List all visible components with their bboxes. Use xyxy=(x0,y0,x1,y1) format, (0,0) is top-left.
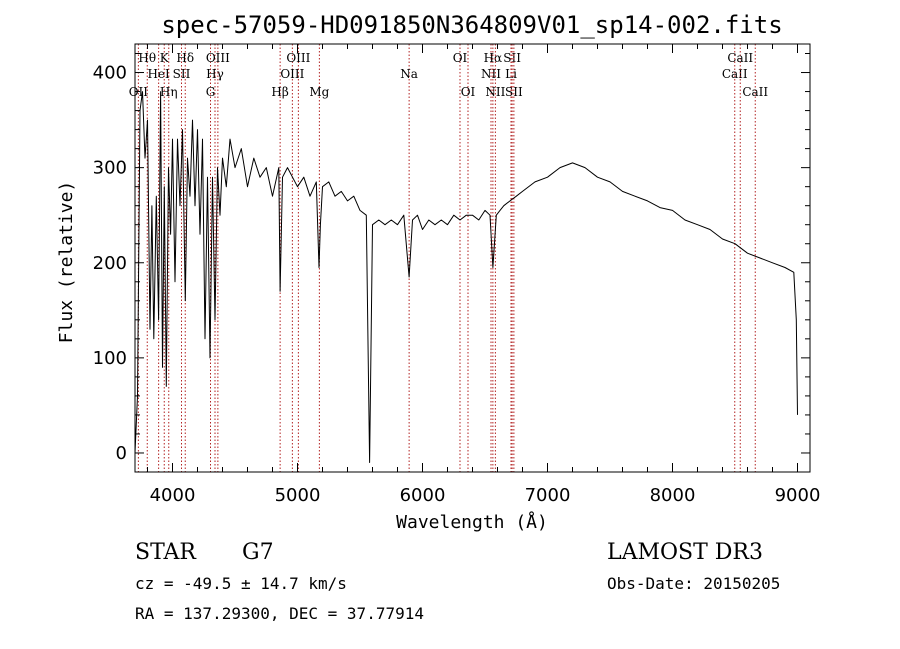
line-marker-label-21: SII xyxy=(503,51,521,65)
line-marker-label-16: OI xyxy=(461,85,476,99)
spectrum-series xyxy=(134,91,798,463)
axis-ticks: 4000 5000 6000 7000 8000 9000 0 100 200 300 400 xyxy=(93,44,821,506)
line-marker-label-18: Hα xyxy=(484,51,503,65)
line-marker-label-13: Mg xyxy=(309,85,329,99)
obs-date: Obs-Date: 20150205 xyxy=(607,574,780,593)
line-marker-label-5: SII xyxy=(173,67,191,81)
x-tick-label-0: 4000 xyxy=(150,485,196,506)
line-marker-label-22: SII xyxy=(505,85,523,99)
line-marker-label-6: Hδ xyxy=(176,51,194,65)
y-tick-label-3: 300 xyxy=(93,158,127,179)
line-marker-label-3: K xyxy=(160,51,170,65)
line-markers: OIIHθHeIKHηSIIHδGHγOIIIHβOIIIOIIIMgNaOIO… xyxy=(129,44,768,472)
y-tick-label-1: 100 xyxy=(93,348,127,369)
line-marker-label-1: Hθ xyxy=(138,51,156,65)
line-marker-label-4: Hη xyxy=(160,85,178,99)
y-tick-label-2: 200 xyxy=(93,253,127,274)
survey-name: LAMOST DR3 xyxy=(607,540,763,565)
line-marker-label-9: OIII xyxy=(206,51,230,65)
line-marker-label-2: HeI xyxy=(147,67,170,81)
x-tick-label-4: 8000 xyxy=(650,485,696,506)
plot-frame xyxy=(134,43,811,473)
y-axis-label: Flux (relative) xyxy=(56,181,77,344)
line-marker-label-7: G xyxy=(206,85,216,99)
coordinates: RA = 137.29300, DEC = 37.77914 xyxy=(135,604,424,623)
spectral-subclass: G7 xyxy=(242,540,274,565)
x-tick-label-5: 9000 xyxy=(775,485,821,506)
chart-title: spec-57059-HD091850N364809V01_sp14-002.f… xyxy=(161,11,782,39)
line-marker-label-20: Li xyxy=(505,67,517,81)
object-type: STAR xyxy=(135,540,197,565)
line-marker-label-25: CaII xyxy=(742,85,768,99)
x-axis-label: Wavelength (Å) xyxy=(396,511,548,533)
line-marker-label-24: CaII xyxy=(727,51,753,65)
line-marker-label-19: NII xyxy=(485,85,505,99)
line-marker-label-8: Hγ xyxy=(206,67,224,81)
x-tick-label-3: 7000 xyxy=(525,485,571,506)
x-tick-label-2: 6000 xyxy=(400,485,446,506)
line-marker-label-11: OIII xyxy=(280,67,304,81)
redshift-text: cz = -49.5 ± 14.7 km/s xyxy=(135,574,347,593)
line-marker-label-10: Hβ xyxy=(271,85,288,99)
line-marker-label-14: Na xyxy=(400,67,418,81)
x-tick-label-1: 5000 xyxy=(275,485,321,506)
y-tick-label-4: 400 xyxy=(93,63,127,84)
y-tick-label-0: 0 xyxy=(116,443,127,464)
line-marker-label-15: OI xyxy=(453,51,468,65)
line-marker-label-12: OIII xyxy=(286,51,310,65)
spectrum-line xyxy=(134,91,798,463)
line-marker-label-17: NII xyxy=(481,67,501,81)
line-marker-label-23: CaII xyxy=(722,67,748,81)
